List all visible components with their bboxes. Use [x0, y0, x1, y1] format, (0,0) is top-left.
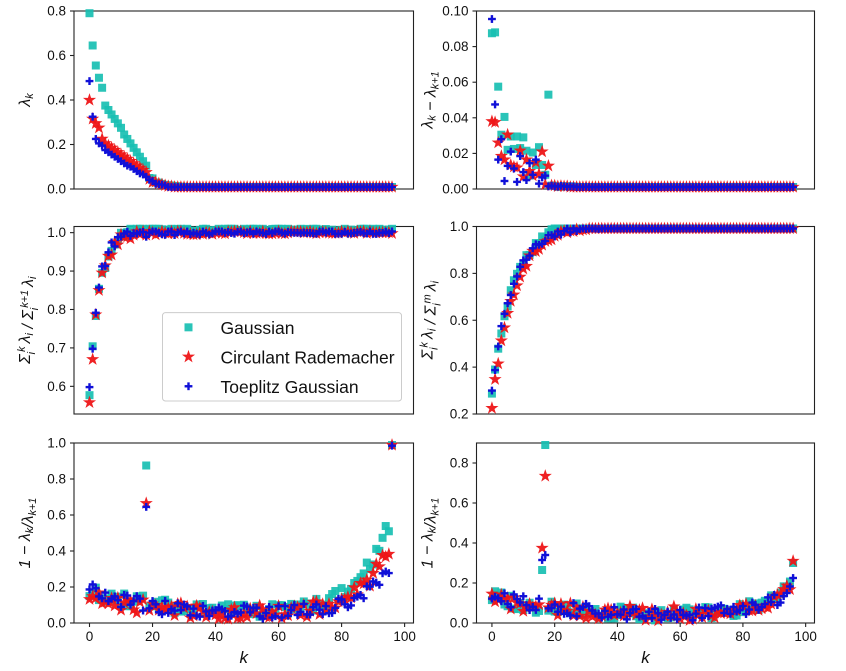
svg-text:0.4: 0.4	[450, 536, 469, 551]
svg-text:20: 20	[547, 629, 562, 644]
svg-text:1 − λk/λk+1: 1 − λk/λk+1	[420, 498, 442, 569]
svg-text:100: 100	[794, 629, 817, 644]
svg-text:0.8: 0.8	[450, 456, 469, 471]
svg-text:0.2: 0.2	[450, 576, 469, 591]
svg-text:0.0: 0.0	[450, 616, 469, 631]
svg-text:60: 60	[673, 629, 688, 644]
svg-text:80: 80	[735, 629, 750, 644]
svg-text:k: k	[641, 648, 651, 667]
svg-text:0: 0	[488, 629, 496, 644]
svg-text:0.6: 0.6	[450, 496, 469, 511]
svg-text:40: 40	[610, 629, 625, 644]
